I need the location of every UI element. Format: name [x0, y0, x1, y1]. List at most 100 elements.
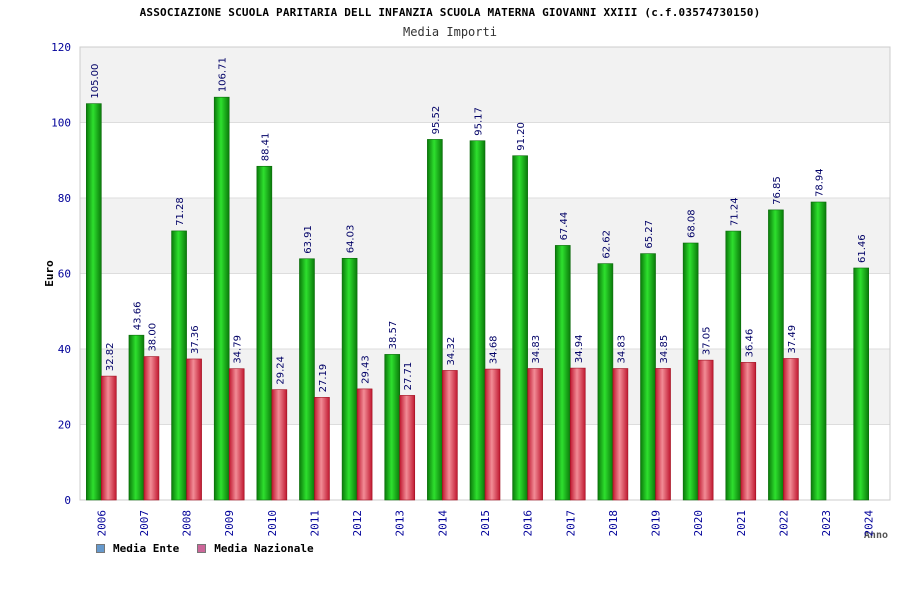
data-label: 29.43 — [361, 355, 372, 384]
bar-media-nazionale — [569, 367, 586, 501]
bar-media-nazionale — [442, 370, 458, 501]
bar-media-ente — [725, 230, 742, 501]
y-axis-label: Euro — [43, 260, 56, 287]
x-tick-label: 2006 — [95, 510, 108, 537]
bar-media-nazionale — [186, 358, 202, 501]
data-label: 91.20 — [516, 122, 527, 151]
bar-media-ente — [128, 334, 145, 501]
x-tick-label: 2011 — [308, 510, 321, 537]
data-label: 71.24 — [729, 197, 740, 226]
bar-media-ente — [768, 209, 784, 501]
bar-media-ente — [384, 354, 401, 501]
data-label: 88.41 — [260, 133, 271, 162]
data-label: 34.32 — [446, 337, 457, 366]
data-label: 64.03 — [346, 225, 357, 254]
bar-media-ente — [469, 140, 486, 501]
x-tick-label: 2016 — [522, 510, 535, 537]
y-tick-label: 0 — [64, 494, 71, 507]
data-label: 36.46 — [744, 329, 755, 358]
data-label: 27.71 — [403, 362, 414, 391]
data-label: 38.57 — [388, 321, 399, 350]
y-tick-label: 60 — [58, 268, 71, 281]
x-tick-label: 2015 — [479, 510, 492, 537]
data-label: 37.05 — [702, 326, 713, 355]
legend-label-media-nazionale: Media Nazionale — [214, 542, 314, 555]
legend-item-media-nazionale: Media Nazionale — [197, 542, 314, 555]
bar-media-ente — [86, 103, 102, 501]
bar-media-nazionale — [143, 356, 160, 501]
data-label: 68.08 — [687, 209, 698, 238]
legend: Media Ente Media Nazionale — [96, 542, 314, 555]
chart-title: ASSOCIAZIONE SCUOLA PARITARIA DELL INFAN… — [139, 6, 761, 19]
x-tick-label: 2024 — [863, 510, 876, 537]
data-label: 34.85 — [659, 335, 670, 364]
data-label: 32.82 — [105, 342, 116, 371]
bar-media-nazionale — [527, 368, 543, 501]
bar-media-ente — [171, 230, 187, 501]
bar-media-ente — [427, 139, 443, 501]
data-label: 105.00 — [90, 64, 101, 99]
data-label: 63.91 — [303, 225, 314, 254]
data-label: 29.24 — [275, 356, 286, 385]
bar-media-nazionale — [655, 368, 671, 501]
x-tick-label: 2023 — [820, 510, 833, 537]
x-tick-label: 2012 — [351, 510, 364, 537]
bar-media-nazionale — [783, 358, 799, 501]
bar-media-nazionale — [697, 359, 714, 501]
bar-media-nazionale — [399, 395, 416, 501]
data-label: 76.85 — [772, 176, 783, 205]
x-tick-label: 2021 — [735, 510, 748, 537]
data-label: 71.28 — [175, 197, 186, 226]
bar-media-ente — [853, 267, 869, 501]
y-tick-label: 100 — [51, 117, 71, 130]
data-label: 34.83 — [616, 335, 627, 364]
data-label: 95.17 — [474, 107, 485, 136]
data-label: 95.52 — [431, 106, 442, 135]
plot-band — [80, 47, 890, 123]
x-tick-label: 2019 — [650, 510, 663, 537]
bar-media-ente — [213, 96, 230, 501]
data-label: 78.94 — [815, 168, 826, 197]
bar-media-ente — [341, 257, 358, 501]
bar-media-ente — [256, 165, 273, 501]
y-tick-label: 120 — [51, 41, 71, 54]
data-label: 34.94 — [574, 334, 585, 363]
data-label: 43.66 — [132, 302, 143, 331]
bar-media-ente — [810, 201, 827, 501]
data-label: 67.44 — [559, 212, 570, 241]
bar-media-nazionale — [228, 368, 245, 501]
y-tick-label: 20 — [58, 419, 71, 432]
bar-media-ente — [640, 253, 656, 501]
data-label: 34.83 — [531, 335, 542, 364]
x-tick-label: 2007 — [138, 510, 151, 537]
data-label: 61.46 — [857, 234, 868, 263]
x-tick-label: 2014 — [436, 510, 449, 537]
bar-media-ente — [597, 263, 614, 501]
bar-media-nazionale — [101, 375, 117, 501]
data-label: 37.49 — [787, 325, 798, 354]
bar-media-nazionale — [484, 368, 501, 501]
legend-label-media-ente: Media Ente — [113, 542, 180, 555]
bar-media-ente — [554, 245, 571, 501]
x-axis-label: Anno — [864, 530, 888, 541]
x-tick-label: 2018 — [607, 510, 620, 537]
bar-media-ente — [512, 155, 528, 501]
y-tick-label: 80 — [58, 192, 71, 205]
data-label: 38.00 — [147, 323, 158, 352]
data-label: 37.36 — [190, 325, 201, 354]
chart-subtitle: Media Importi — [403, 25, 497, 39]
x-tick-label: 2022 — [777, 510, 790, 537]
y-tick-label: 40 — [58, 343, 71, 356]
x-tick-label: 2009 — [223, 510, 236, 537]
x-tick-label: 2013 — [394, 510, 407, 537]
legend-item-media-ente: Media Ente — [96, 542, 179, 555]
data-label: 106.71 — [218, 57, 229, 92]
bar-media-nazionale — [314, 397, 330, 501]
data-label: 65.27 — [644, 220, 655, 249]
legend-swatch-media-nazionale — [197, 544, 207, 553]
data-label: 34.79 — [233, 335, 244, 364]
x-tick-label: 2008 — [181, 510, 194, 537]
x-tick-label: 2020 — [692, 510, 705, 537]
data-label: 34.68 — [489, 335, 500, 364]
